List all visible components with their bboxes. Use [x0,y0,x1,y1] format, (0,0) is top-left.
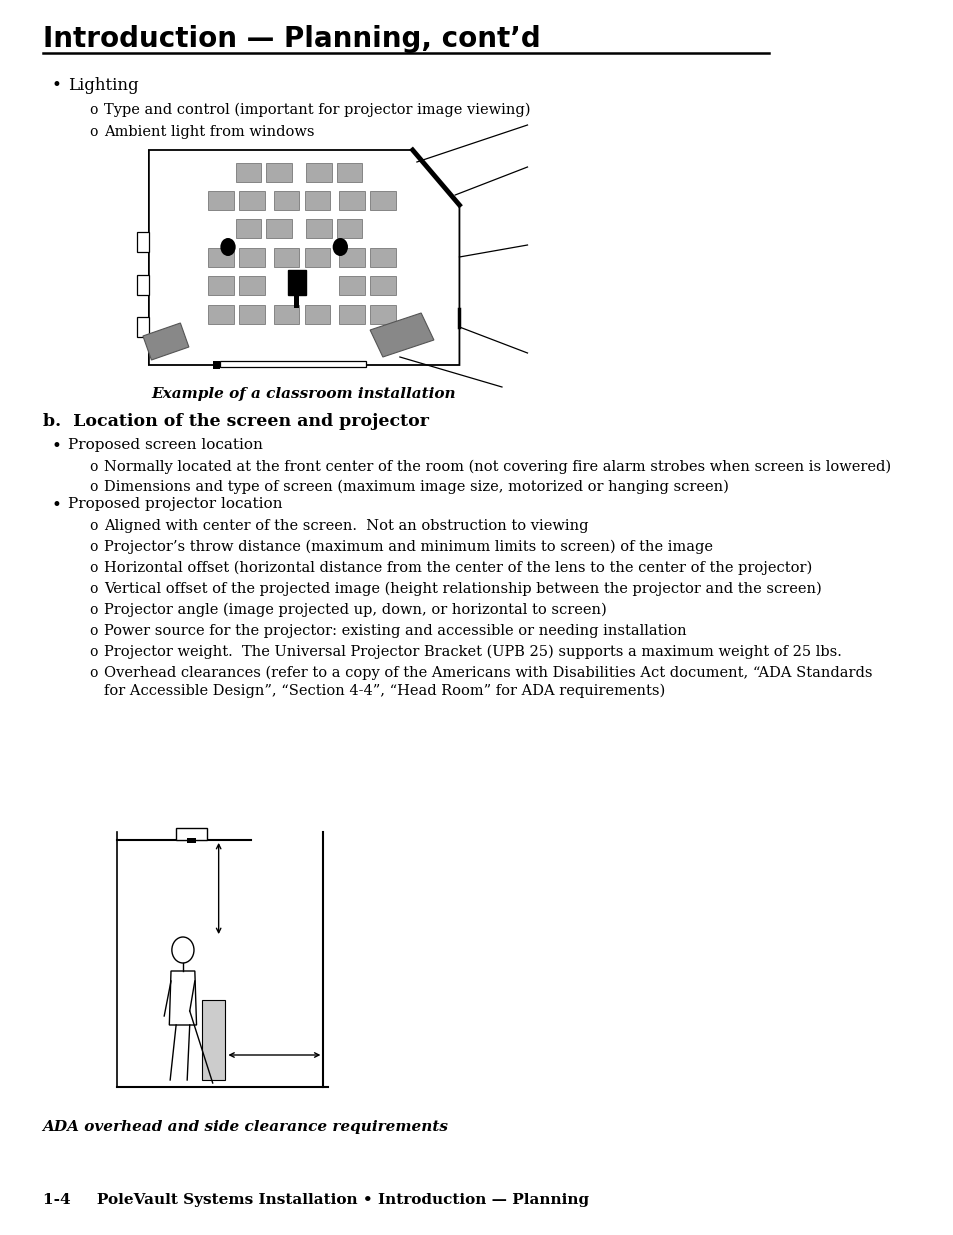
Text: Projector angle (image projected up, down, or horizontal to screen): Projector angle (image projected up, dow… [104,603,606,618]
Bar [370,247,395,267]
Text: o: o [90,540,97,555]
Text: Projector weight.  The Universal Projector Bracket (UPB 25) supports a maximum w: Projector weight. The Universal Projecto… [104,645,841,659]
Bar [336,163,362,182]
Bar [137,232,149,252]
Bar [239,305,264,324]
Bar [137,275,149,295]
Text: o: o [90,624,97,638]
Bar [274,190,299,210]
Text: Power source for the projector: existing and accessible or needing installation: Power source for the projector: existing… [104,624,686,638]
Bar [339,247,365,267]
Bar [209,305,233,324]
Bar [201,1000,225,1079]
Bar [370,305,395,324]
Bar [176,827,207,840]
Bar [266,163,292,182]
Text: o: o [90,480,97,494]
Text: b.  Location of the screen and projector: b. Location of the screen and projector [43,412,428,430]
Bar [187,839,195,844]
Text: Type and control (important for projector image viewing): Type and control (important for projecto… [104,103,530,117]
Bar [274,247,299,267]
Text: Vertical offset of the projected image (height relationship between the projecto: Vertical offset of the projected image (… [104,582,821,597]
Bar [287,270,306,295]
Text: Projector’s throw distance (maximum and minimum limits to screen) of the image: Projector’s throw distance (maximum and … [104,540,712,555]
Text: Dimensions and type of screen (maximum image size, motorized or hanging screen): Dimensions and type of screen (maximum i… [104,480,728,494]
Text: Example of a classroom installation: Example of a classroom installation [152,387,456,401]
Text: o: o [90,125,97,140]
Bar [339,190,365,210]
Bar [209,247,233,267]
Text: 1-4     PoleVault Systems Installation • Introduction — Planning: 1-4 PoleVault Systems Installation • Int… [43,1193,588,1207]
Text: Proposed projector location: Proposed projector location [68,496,282,511]
Text: •: • [51,438,61,454]
Bar [304,247,330,267]
Bar [304,305,330,324]
Polygon shape [143,324,189,359]
Bar [306,163,332,182]
Bar [370,190,395,210]
Text: Introduction — Planning, cont’d: Introduction — Planning, cont’d [43,25,539,53]
Bar [219,361,365,367]
Text: o: o [90,645,97,659]
Bar [294,294,298,308]
Text: o: o [90,561,97,576]
Text: Horizontal offset (horizontal distance from the center of the lens to the center: Horizontal offset (horizontal distance f… [104,561,811,576]
Text: Lighting: Lighting [68,77,138,94]
Circle shape [220,238,235,256]
Bar [274,305,299,324]
Bar [209,190,233,210]
Text: Normally located at the front center of the room (not covering fire alarm strobe: Normally located at the front center of … [104,459,890,474]
Text: •: • [51,496,61,514]
Bar [209,275,233,294]
Text: Proposed screen location: Proposed screen location [68,438,263,452]
Text: o: o [90,582,97,597]
Text: Ambient light from windows: Ambient light from windows [104,125,314,140]
Text: o: o [90,103,97,117]
Polygon shape [370,312,434,357]
Text: for Accessible Design”, “Section 4-4”, “Head Room” for ADA requirements): for Accessible Design”, “Section 4-4”, “… [104,684,664,698]
Text: o: o [90,603,97,618]
Bar [235,219,261,237]
Text: o: o [90,666,97,680]
Text: Aligned with center of the screen.  Not an obstruction to viewing: Aligned with center of the screen. Not a… [104,519,588,534]
Bar [266,219,292,237]
Bar [235,163,261,182]
Bar [336,219,362,237]
Text: o: o [90,519,97,534]
Bar [370,275,395,294]
Circle shape [333,238,348,256]
Bar [339,275,365,294]
Bar [239,247,264,267]
Bar [137,317,149,337]
Text: •: • [51,77,61,94]
Bar [239,190,264,210]
Text: o: o [90,459,97,474]
Bar [213,361,219,369]
Circle shape [172,937,193,963]
Bar [304,190,330,210]
Bar [306,219,332,237]
Bar [339,305,365,324]
Bar [239,275,264,294]
Text: ADA overhead and side clearance requirements: ADA overhead and side clearance requirem… [43,1120,448,1134]
Text: Overhead clearances (refer to a copy of the Americans with Disabilities Act docu: Overhead clearances (refer to a copy of … [104,666,871,680]
